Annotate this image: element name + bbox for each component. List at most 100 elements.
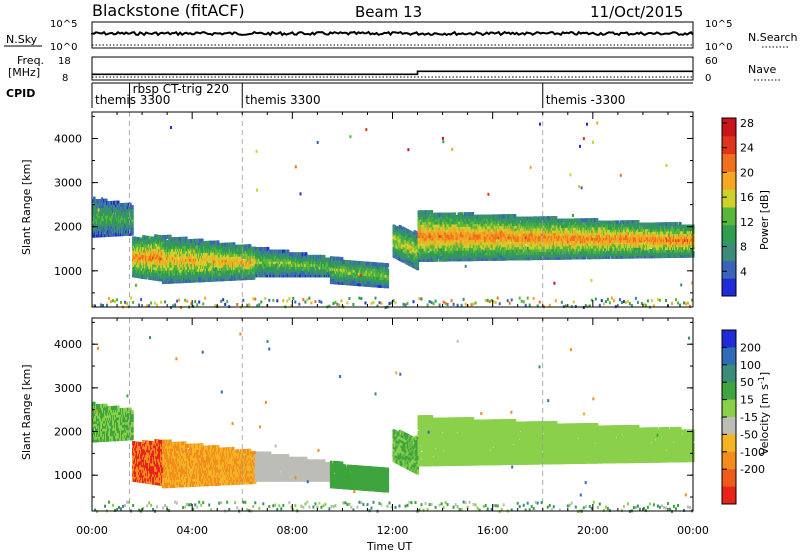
scatter-cell xyxy=(274,260,278,265)
scatter-cell xyxy=(379,283,383,288)
freq-label: Freq. xyxy=(17,54,44,67)
scatter-cell xyxy=(168,242,171,247)
scatter-cell xyxy=(117,200,120,205)
scatter-cell xyxy=(400,241,404,246)
scatter-cell xyxy=(307,254,311,259)
scatter-cell xyxy=(246,268,250,273)
scatter-cell xyxy=(266,247,270,251)
scatter-cell xyxy=(180,250,183,255)
scatter-cell xyxy=(105,198,108,203)
nsearch-tick-top: 10^5 xyxy=(705,19,732,30)
scatter-cell xyxy=(300,257,304,262)
scatter-cell xyxy=(323,262,327,267)
scatter-cell xyxy=(245,244,249,249)
scatter-cell xyxy=(386,276,390,281)
scatter-cell xyxy=(359,266,363,271)
scatter-cell xyxy=(342,281,346,285)
scatter-cell xyxy=(329,269,333,274)
scatter-cell xyxy=(312,268,316,273)
scatter-cell xyxy=(386,281,390,286)
scatter-cell xyxy=(176,258,179,263)
scatter-cell xyxy=(348,263,352,267)
scatter-cell xyxy=(179,252,182,257)
scatter-cell xyxy=(218,250,222,255)
scatter-cell xyxy=(330,256,334,261)
scatter-cell xyxy=(117,227,120,232)
scatter-cell xyxy=(162,240,165,245)
scatter-cell xyxy=(145,243,148,248)
scatter-cell xyxy=(109,211,112,216)
scatter-cell xyxy=(362,264,366,268)
scatter-cell xyxy=(106,227,109,232)
scatter-cell xyxy=(173,276,176,281)
scatter-cell xyxy=(195,246,198,251)
scatter-cell xyxy=(253,257,257,262)
scatter-cell xyxy=(299,268,303,273)
scatter-cell xyxy=(290,260,294,265)
scatter-cell xyxy=(191,257,194,262)
nave-tick-top: 60 xyxy=(705,56,718,67)
scatter-cell xyxy=(331,280,335,285)
scatter-cell xyxy=(109,227,112,232)
scatter-cell xyxy=(131,228,134,233)
scatter-cell xyxy=(358,282,362,287)
scatter-cell xyxy=(148,257,151,262)
scatter-cell xyxy=(393,225,397,229)
scatter-cell xyxy=(194,265,197,270)
scatter-cell xyxy=(386,284,390,289)
scatter-cell xyxy=(114,229,117,234)
scatter-cell xyxy=(97,228,100,233)
scatter-cell xyxy=(332,261,336,266)
scatter-cell xyxy=(164,274,167,279)
scatter-cell xyxy=(206,246,210,251)
nsearch-label: N.Search xyxy=(748,31,798,44)
scatter-cell xyxy=(209,267,213,272)
cpid-segment-label: rbsp CT-trig 220 xyxy=(133,82,229,96)
scatter-cell xyxy=(165,272,168,276)
nsearch-tick-bottom: 10^0 xyxy=(705,42,732,53)
scatter-cell xyxy=(399,252,403,256)
scatter-cell xyxy=(252,259,256,264)
scatter-cell xyxy=(321,273,325,278)
scatter-cell xyxy=(224,253,228,258)
scatter-cell xyxy=(143,243,146,248)
scatter-cell xyxy=(146,246,149,251)
scatter-cell xyxy=(259,273,263,278)
scatter-cell xyxy=(156,234,159,239)
scatter-cell xyxy=(339,270,343,275)
scatter-cell xyxy=(131,221,134,225)
scatter-cell xyxy=(288,257,292,262)
cpid-segment-label: themis 3300 xyxy=(245,93,320,107)
scatter-cell xyxy=(170,279,173,284)
scatter-cell xyxy=(132,260,135,265)
freq-panel: Freq. [MHz] 18 8 60 0 Nave xyxy=(8,54,782,84)
scatter-cell xyxy=(92,212,95,217)
scatter-cell xyxy=(213,272,217,277)
scatter-cell xyxy=(315,265,319,270)
scatter-cell xyxy=(151,257,154,262)
scatter-cell xyxy=(298,270,302,275)
scatter-cell xyxy=(342,275,346,280)
scatter-cell xyxy=(159,277,162,282)
scatter-cell xyxy=(399,225,403,230)
scatter-cell xyxy=(178,274,181,278)
scatter-cell xyxy=(333,259,337,264)
scatter-cell xyxy=(194,260,197,264)
nave-tick-bottom: 0 xyxy=(705,73,711,84)
scatter-cell xyxy=(259,270,263,275)
scatter-cell xyxy=(396,229,400,234)
scatter-cell xyxy=(147,241,150,246)
scatter-cell xyxy=(192,246,195,251)
scatter-cell xyxy=(194,244,197,249)
scatter-cell xyxy=(340,257,344,262)
scatter-cell xyxy=(192,268,195,272)
scatter-cell xyxy=(232,271,236,276)
scatter-cell xyxy=(352,276,356,281)
scatter-cell xyxy=(247,260,251,265)
scatter-cell xyxy=(92,207,95,212)
scatter-cell xyxy=(118,224,121,229)
scatter-cell xyxy=(381,278,385,283)
scatter-cell xyxy=(169,234,172,239)
scatter-cell xyxy=(93,233,96,238)
